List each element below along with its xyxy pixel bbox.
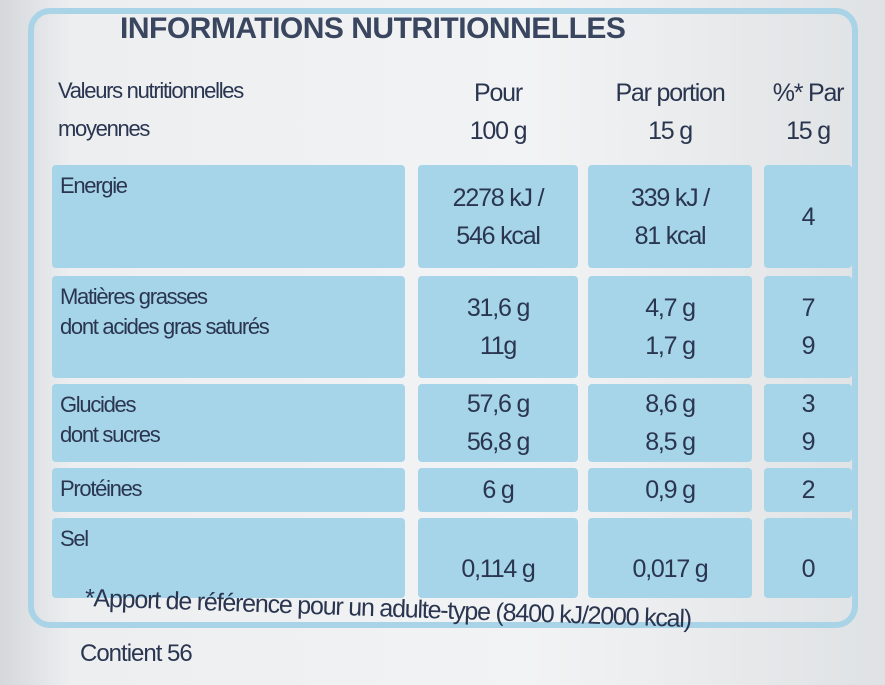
value: 31,6 g bbox=[466, 294, 531, 322]
table-cell bbox=[52, 468, 405, 512]
row-label: Energie bbox=[60, 173, 128, 198]
row-label: dont acides gras saturés bbox=[60, 314, 270, 339]
table-cell bbox=[588, 468, 752, 512]
table-cell bbox=[588, 384, 752, 462]
value: 6 g bbox=[482, 476, 514, 504]
label-title: INFORMATIONS NUTRITIONNELLES bbox=[120, 12, 626, 45]
value: 57,6 g bbox=[466, 390, 531, 418]
column-header: Par portion bbox=[615, 79, 725, 107]
value: 7 bbox=[801, 294, 816, 322]
value: 4 bbox=[801, 202, 816, 231]
row-label: dont sucres bbox=[60, 422, 161, 447]
column-header: moyennes bbox=[58, 116, 150, 141]
table-cell bbox=[588, 518, 752, 598]
value: 3 bbox=[801, 390, 816, 418]
column-header: %* Par bbox=[772, 79, 845, 107]
table-cell bbox=[764, 518, 852, 598]
value: 339 kJ / bbox=[631, 183, 710, 212]
table-cell bbox=[418, 384, 578, 462]
table-cell bbox=[764, 468, 852, 512]
row-label: Sel bbox=[60, 526, 89, 551]
table-cell bbox=[588, 276, 752, 378]
row-label: Matières grasses bbox=[60, 284, 208, 309]
label-frame bbox=[28, 8, 858, 628]
table-cell bbox=[52, 384, 405, 462]
column-header: 15 g bbox=[786, 117, 831, 145]
bottom-text: Contient 56 bbox=[80, 640, 193, 667]
table-cell bbox=[418, 276, 578, 378]
row-label: Protéines bbox=[60, 476, 143, 501]
value: 0,114 g bbox=[461, 555, 535, 583]
row-label: Glucides bbox=[60, 392, 137, 417]
table-cell bbox=[764, 165, 852, 268]
table-cell bbox=[52, 276, 405, 378]
value: 8,5 g bbox=[645, 428, 696, 456]
value: 56,8 g bbox=[466, 428, 531, 456]
value: 546 kcal bbox=[456, 221, 541, 250]
value: 8,6 g bbox=[645, 390, 696, 418]
value: 2278 kJ / bbox=[452, 183, 545, 212]
value: 81 kcal bbox=[634, 221, 707, 250]
table-cell bbox=[52, 165, 405, 268]
table-cell bbox=[764, 276, 852, 378]
value: 9 bbox=[801, 332, 816, 360]
value: 4,7 g bbox=[645, 294, 696, 322]
value: 1,7 g bbox=[645, 332, 696, 360]
table-cell bbox=[418, 518, 578, 598]
table-cell bbox=[418, 165, 578, 268]
table-cell bbox=[764, 384, 852, 462]
table-cell bbox=[418, 468, 578, 512]
value: 11g bbox=[479, 332, 517, 360]
table-cell bbox=[588, 165, 752, 268]
value: 0,9 g bbox=[645, 476, 696, 504]
value: 0 bbox=[801, 555, 816, 583]
value: 2 bbox=[801, 476, 816, 504]
value: 9 bbox=[801, 428, 816, 456]
column-header: 100 g bbox=[469, 117, 528, 145]
column-header: Valeurs nutritionnelles bbox=[58, 78, 244, 103]
table-cell bbox=[52, 518, 405, 598]
column-header: 15 g bbox=[648, 117, 693, 145]
value: 0,017 g bbox=[632, 555, 708, 583]
column-header: Pour bbox=[473, 79, 523, 107]
